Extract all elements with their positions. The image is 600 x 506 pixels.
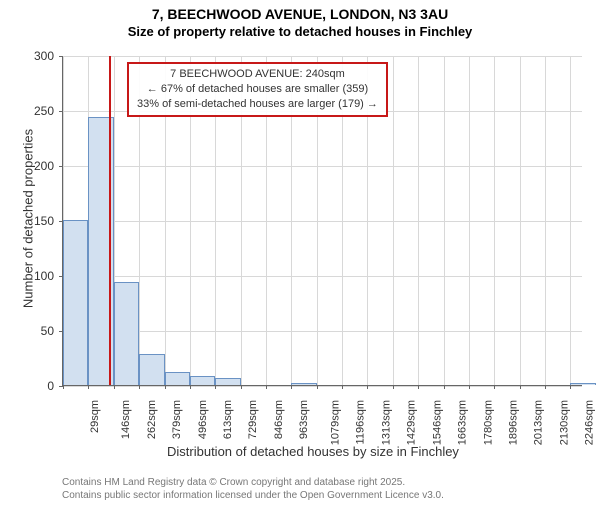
x-tick: [570, 385, 571, 389]
histogram-bar: [570, 383, 595, 385]
annotation-line-3: 33% of semi-detached houses are larger (…: [137, 97, 378, 112]
x-tick-label: 1196sqm: [354, 400, 366, 444]
histogram-bar: [190, 376, 215, 385]
x-tick: [266, 385, 267, 389]
x-tick-label: 1313sqm: [380, 400, 392, 445]
histogram-bar: [63, 220, 88, 385]
x-tick-label: 1896sqm: [507, 400, 519, 445]
x-tick: [393, 385, 394, 389]
x-axis-label: Distribution of detached houses by size …: [167, 444, 459, 459]
annotation-line-2: ← 67% of detached houses are smaller (35…: [137, 82, 378, 97]
gridline-horizontal: [63, 331, 582, 332]
annotation-box: 7 BEECHWOOD AVENUE: 240sqm ← 67% of deta…: [127, 62, 388, 117]
footer-line-1: Contains HM Land Registry data © Crown c…: [62, 476, 444, 489]
gridline-horizontal: [63, 56, 582, 57]
y-tick-label: 0: [47, 379, 54, 393]
x-tick-label: 1546sqm: [431, 400, 443, 445]
x-tick-label: 2013sqm: [533, 400, 545, 445]
x-tick: [342, 385, 343, 389]
y-axis-label: Number of detached properties: [21, 119, 36, 319]
x-tick-label: 2130sqm: [558, 400, 570, 445]
gridline-vertical: [494, 56, 495, 385]
y-tick-label: 300: [34, 49, 54, 63]
chart-subtitle: Size of property relative to detached ho…: [0, 24, 600, 39]
gridline-horizontal: [63, 221, 582, 222]
x-tick: [418, 385, 419, 389]
x-tick: [469, 385, 470, 389]
property-marker-line: [109, 56, 111, 385]
x-tick-label: 846sqm: [273, 400, 285, 439]
y-tick-label: 250: [34, 104, 54, 118]
x-tick-label: 146sqm: [121, 400, 133, 439]
gridline-vertical: [545, 56, 546, 385]
x-tick: [63, 385, 64, 389]
gridline-vertical: [469, 56, 470, 385]
x-tick-label: 1663sqm: [456, 400, 468, 445]
x-tick-label: 1780sqm: [482, 400, 494, 445]
footer-line-2: Contains public sector information licen…: [62, 489, 444, 502]
histogram-bar: [114, 282, 139, 385]
x-tick: [190, 385, 191, 389]
x-tick-label: 379sqm: [171, 400, 183, 439]
footer: Contains HM Land Registry data © Crown c…: [62, 476, 444, 502]
x-tick-label: 2246sqm: [583, 400, 595, 445]
x-tick-label: 1429sqm: [406, 400, 418, 445]
x-tick: [520, 385, 521, 389]
x-tick: [139, 385, 140, 389]
gridline-horizontal: [63, 386, 582, 387]
gridline-vertical: [570, 56, 571, 385]
x-tick-label: 262sqm: [146, 400, 158, 439]
annotation-line-1: 7 BEECHWOOD AVENUE: 240sqm: [137, 67, 378, 82]
y-tick-label: 100: [34, 269, 54, 283]
gridline-horizontal: [63, 276, 582, 277]
x-tick: [367, 385, 368, 389]
x-tick: [545, 385, 546, 389]
x-tick: [165, 385, 166, 389]
histogram-bar: [215, 378, 240, 385]
chart-title: 7, BEECHWOOD AVENUE, LONDON, N3 3AU: [0, 6, 600, 22]
x-tick: [114, 385, 115, 389]
x-tick-label: 963sqm: [298, 400, 310, 439]
x-tick-label: 613sqm: [222, 400, 234, 439]
x-tick: [241, 385, 242, 389]
x-tick: [317, 385, 318, 389]
plot-area: 7 BEECHWOOD AVENUE: 240sqm ← 67% of deta…: [62, 56, 582, 386]
gridline-vertical: [418, 56, 419, 385]
histogram-bar: [291, 383, 316, 385]
gridline-vertical: [520, 56, 521, 385]
gridline-horizontal: [63, 166, 582, 167]
x-tick: [215, 385, 216, 389]
x-tick: [494, 385, 495, 389]
x-tick-label: 496sqm: [197, 400, 209, 439]
gridline-vertical: [444, 56, 445, 385]
gridline-vertical: [393, 56, 394, 385]
histogram-bar: [165, 372, 190, 385]
y-tick-label: 150: [34, 214, 54, 228]
x-tick: [88, 385, 89, 389]
x-tick-label: 729sqm: [247, 400, 259, 439]
y-tick-label: 50: [41, 324, 54, 338]
x-tick: [444, 385, 445, 389]
x-tick-label: 1079sqm: [330, 400, 342, 445]
y-tick-label: 200: [34, 159, 54, 173]
x-tick-label: 29sqm: [89, 400, 101, 433]
histogram-bar: [139, 354, 164, 385]
x-tick: [291, 385, 292, 389]
